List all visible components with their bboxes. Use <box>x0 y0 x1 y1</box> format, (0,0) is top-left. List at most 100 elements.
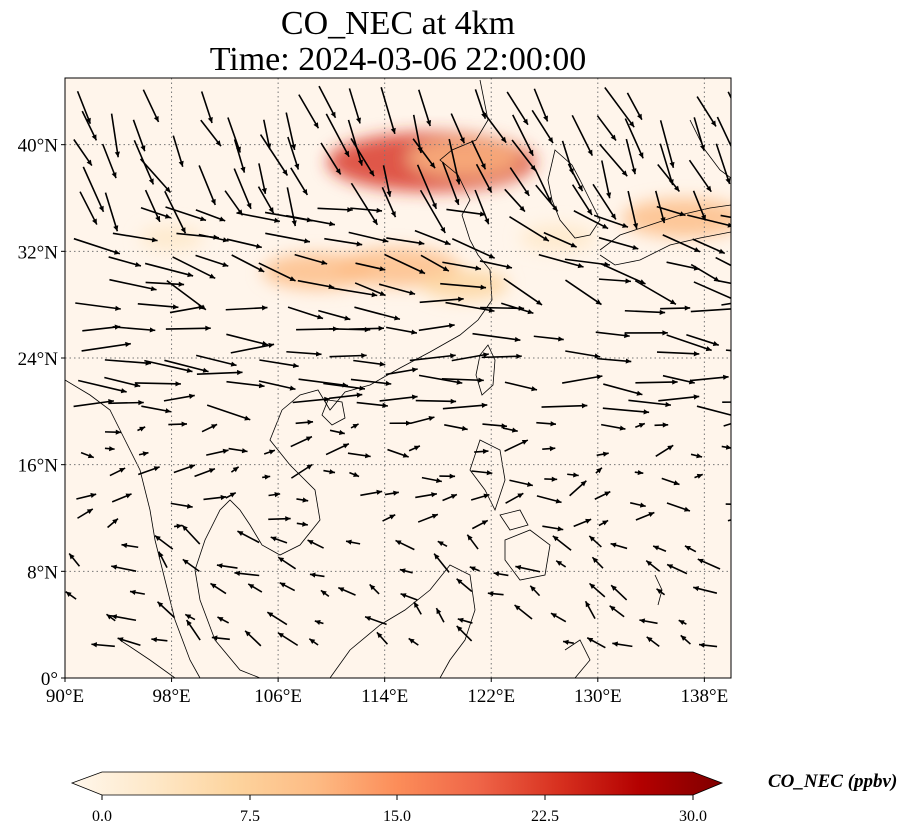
lon-tick-label-2: 106°E <box>254 686 302 707</box>
wind-arrow <box>230 342 275 354</box>
wind-arrow <box>569 480 587 497</box>
wind-arrow <box>262 474 271 480</box>
wind-arrow <box>198 165 217 206</box>
wind-arrow <box>290 435 313 448</box>
wind-arrow <box>318 85 337 119</box>
wind-arrow <box>364 616 387 626</box>
wind-arrow <box>666 334 712 352</box>
wind-arrow <box>384 490 399 496</box>
wind-arrow <box>237 530 260 544</box>
wind-arrow <box>504 188 526 213</box>
wind-arrow <box>584 600 596 619</box>
wind-arrow <box>604 87 635 128</box>
lon-tick-label-5: 130°E <box>574 686 622 707</box>
wind-arrow <box>418 89 432 127</box>
wind-arrow <box>593 214 629 228</box>
wind-arrow <box>104 446 115 452</box>
wind-arrow <box>101 143 117 179</box>
lat-tick-label-3: 24°N <box>18 349 59 370</box>
wind-arrow <box>169 304 205 314</box>
wind-arrow <box>347 452 371 459</box>
lon-tick-label-0: 90°E <box>46 686 84 707</box>
wind-arrow <box>509 215 550 242</box>
wind-arrow <box>258 163 267 194</box>
wind-arrow <box>502 427 518 433</box>
lat-tick-label-1: 8°N <box>27 562 58 583</box>
colorbar-tick-1: 7.5 <box>240 808 260 825</box>
wind-arrow <box>656 205 686 217</box>
wind-arrow <box>567 163 584 192</box>
map-title-line1: CO_NEC at 4km <box>280 5 516 42</box>
wind-arrow <box>678 619 687 626</box>
wind-arrow <box>217 616 230 624</box>
wind-arrow <box>591 556 604 569</box>
wind-arrow <box>433 553 450 573</box>
wind-arrow <box>286 187 297 227</box>
wind-arrow <box>456 625 473 642</box>
wind-arrow <box>233 168 252 210</box>
wind-arrow <box>698 642 718 648</box>
wind-arrow <box>298 94 320 129</box>
wind-arrow <box>81 341 131 352</box>
wind-arrow <box>165 206 207 222</box>
wind-arrow <box>400 593 418 601</box>
wind-arrow <box>226 380 265 389</box>
wind-arrow <box>439 473 456 479</box>
wind-arrow <box>91 642 115 648</box>
wind-arrow <box>419 296 464 304</box>
wind-arrow <box>588 582 606 598</box>
colorbar-tickmarks <box>101 795 694 800</box>
wind-arrow <box>475 163 493 193</box>
wind-arrow <box>595 331 630 339</box>
lat-tick-label-5: 40°N <box>18 136 59 157</box>
wind-arrow <box>408 445 421 452</box>
concentration-patch-7 <box>139 225 204 251</box>
wind-arrow <box>567 472 579 478</box>
wind-arrow <box>599 143 628 177</box>
concentration-patch-5 <box>622 198 731 238</box>
wind-arrow <box>317 207 353 213</box>
wind-arrow <box>82 166 105 213</box>
wind-arrow <box>466 534 479 550</box>
wind-arrow <box>144 189 161 223</box>
lon-tick-label-3: 114°E <box>361 686 408 707</box>
wind-arrow <box>292 396 330 404</box>
wind-arrow <box>414 229 451 246</box>
wind-arrow <box>138 451 149 457</box>
wind-arrow <box>544 476 558 482</box>
wind-arrow <box>692 238 726 255</box>
wind-arrow <box>542 525 564 532</box>
wind-arrow <box>596 451 609 457</box>
wind-arrow <box>565 279 602 306</box>
wind-arrow <box>378 283 416 296</box>
wind-arrow <box>329 352 367 359</box>
map-title-line2: Time: 2024-03-06 22:00:00 <box>209 41 587 78</box>
wind-arrow <box>586 637 606 649</box>
lat-tick-label-0: 0° <box>41 669 58 690</box>
colorbar-tick-0: 0.0 <box>92 808 112 825</box>
wind-arrow <box>694 473 704 479</box>
wind-arrow <box>108 256 142 267</box>
wind-arrow <box>350 182 379 226</box>
wind-arrow <box>602 407 650 415</box>
wind-arrow <box>662 234 701 253</box>
wind-arrow <box>503 277 543 306</box>
colorbar-bar <box>70 771 724 796</box>
coastline-hainan <box>321 399 346 426</box>
wind-arrow <box>654 422 669 428</box>
wind-arrow <box>200 119 222 147</box>
wind-arrow <box>356 401 388 408</box>
wind-arrow <box>440 282 487 290</box>
wind-arrow <box>109 278 157 292</box>
lat-tick-label-2: 16°N <box>18 456 59 477</box>
wind-arrow <box>349 471 360 478</box>
wind-arrow <box>347 119 363 166</box>
wind-arrow <box>531 109 554 144</box>
wind-arrow <box>247 583 263 593</box>
wind-arrow <box>725 503 731 505</box>
wind-arrow <box>200 91 213 124</box>
wind-arrow <box>601 423 626 431</box>
wind-arrow <box>512 114 534 157</box>
wind-arrow <box>655 444 674 457</box>
wind-arrow <box>75 302 121 311</box>
